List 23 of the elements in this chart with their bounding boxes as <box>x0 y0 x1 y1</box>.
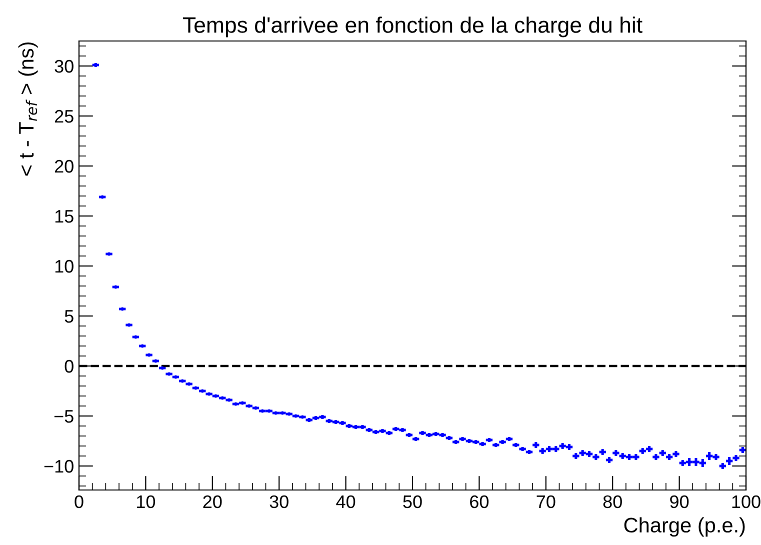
x-tick-label: 0 <box>74 495 84 508</box>
chart-title: Temps d'arrivee en fonction de la charge du hit <box>182 16 642 38</box>
y-tick-label: 20 <box>54 160 74 173</box>
x-axis-title: Charge (p.e.) <box>624 517 745 537</box>
y-tick-label: 10 <box>55 260 74 273</box>
x-tick-label: 20 <box>203 495 222 508</box>
y-tick-label: 25 <box>54 110 74 123</box>
y-tick-label: −5 <box>54 410 74 423</box>
y-tick-label: 15 <box>55 210 74 223</box>
y-tick-label: −10 <box>44 460 74 473</box>
x-tick-label: 70 <box>536 495 556 508</box>
x-tick-label: 80 <box>603 495 622 508</box>
x-tick-label: 10 <box>137 495 156 508</box>
x-tick-label: 90 <box>670 495 689 508</box>
x-tick-label: 40 <box>336 495 356 508</box>
y-axis-title: < t - T$_{ref}$ > (ns) <box>18 42 38 176</box>
y-tick-label: 0 <box>64 360 74 373</box>
x-tick-label: 30 <box>270 495 288 508</box>
y-tick-label: 5 <box>64 310 74 323</box>
x-tick-label: 50 <box>403 495 422 508</box>
x-tick-label: 60 <box>470 495 489 508</box>
y-tick-label: 30 <box>54 60 74 73</box>
x-tick-label: 100 <box>732 495 760 508</box>
